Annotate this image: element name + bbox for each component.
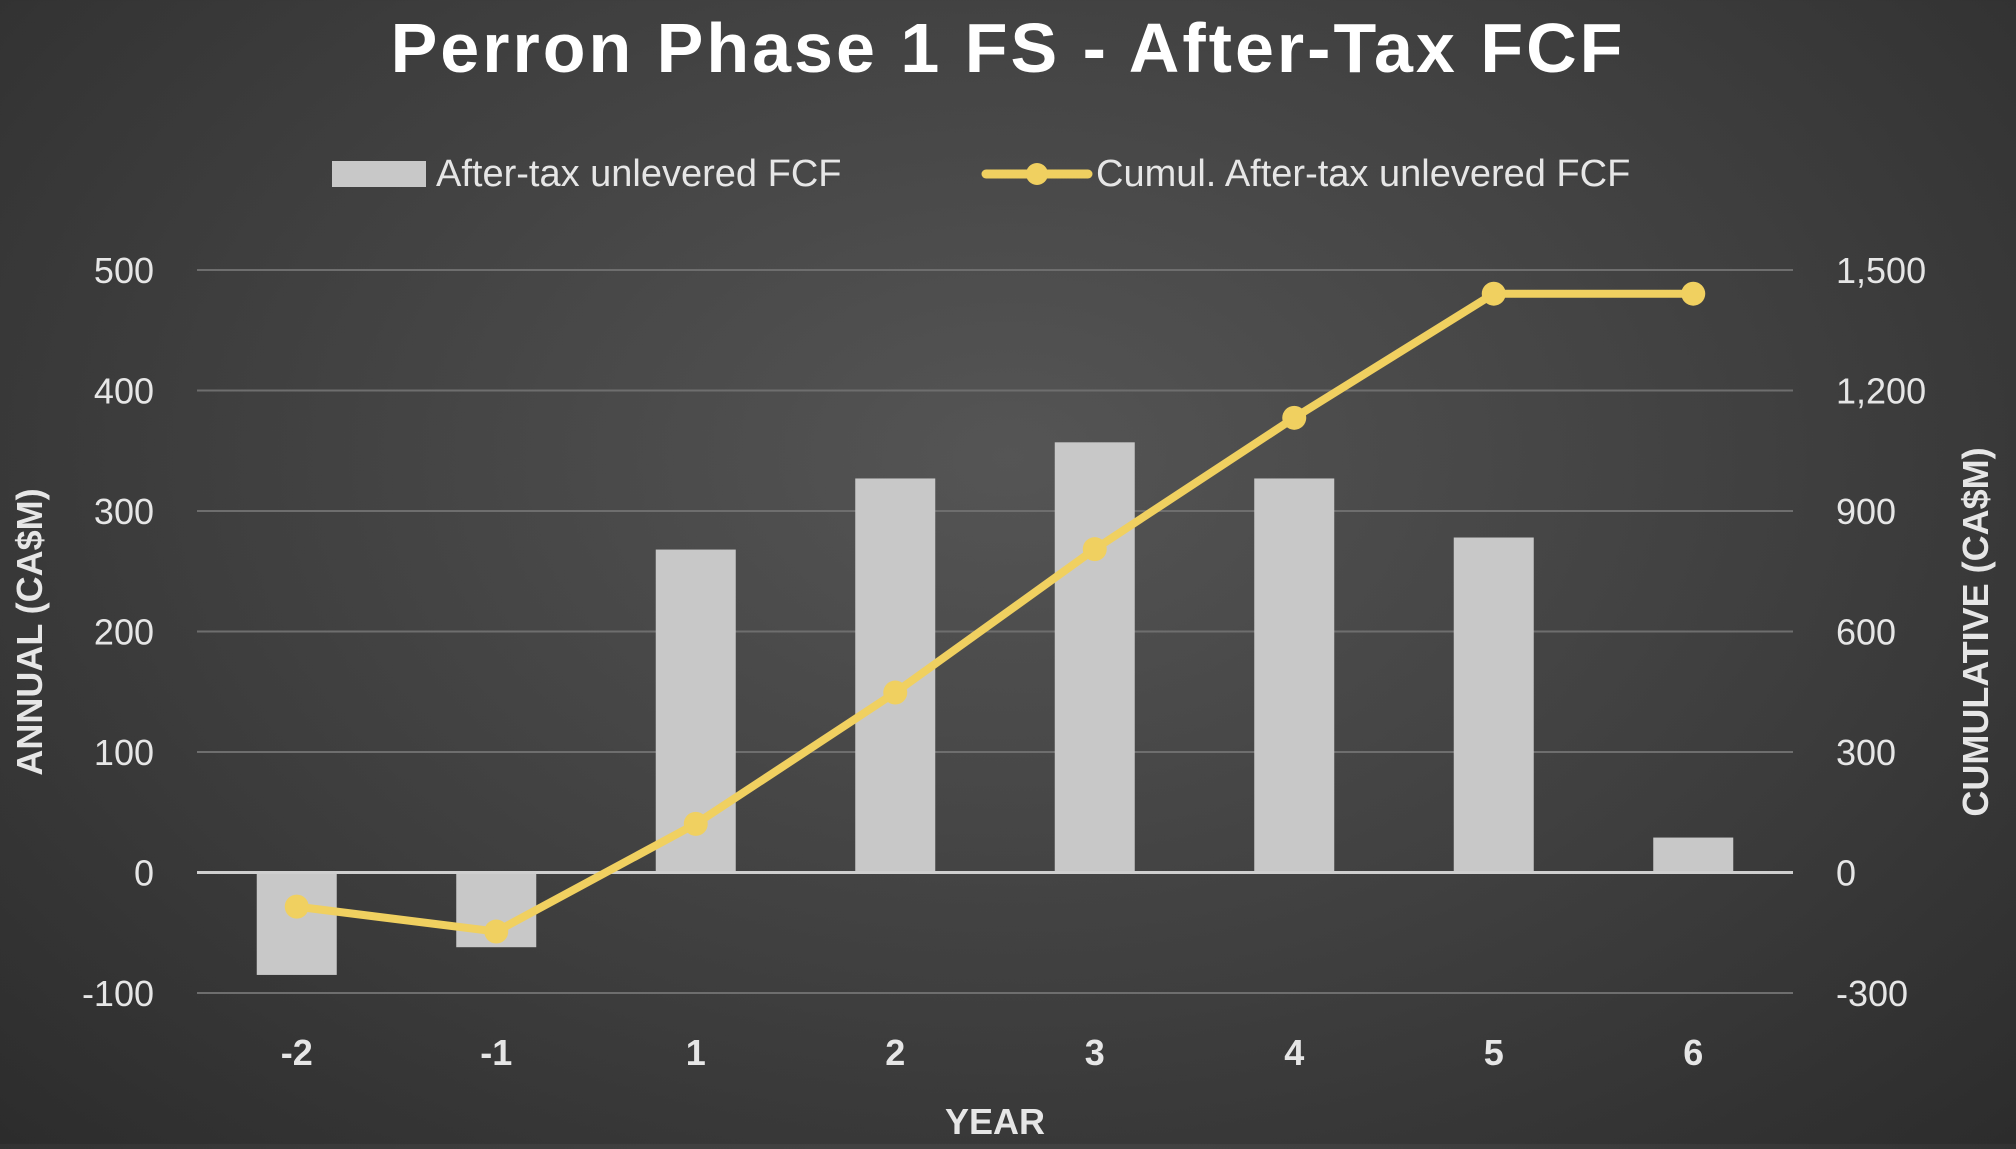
bar-series <box>256 442 1734 975</box>
y-tick-label: 300 <box>94 491 154 532</box>
legend-line-label: Cumul. After-tax unlevered FCF <box>1096 153 1630 195</box>
line-point <box>1481 281 1506 306</box>
line-point <box>883 680 908 705</box>
chart-title: Perron Phase 1 FS - After-Tax FCF <box>391 9 1626 87</box>
x-tick-label: 5 <box>1484 1032 1504 1073</box>
y-tick-label: 500 <box>94 250 154 291</box>
x-axis-ticks: -2 -1 1 2 3 4 5 6 <box>281 1032 1704 1073</box>
gridlines <box>197 269 1793 994</box>
legend-line-marker <box>1026 163 1048 185</box>
x-tick-label: 6 <box>1683 1032 1703 1073</box>
y2-tick-label: 0 <box>1836 853 1856 894</box>
y2-tick-label: 900 <box>1836 491 1896 532</box>
x-tick-label: -1 <box>480 1032 512 1073</box>
y-tick-label: 400 <box>94 371 154 412</box>
y-tick-label: 200 <box>94 612 154 653</box>
y-tick-label: 0 <box>134 853 154 894</box>
y-tick-label: 100 <box>94 732 154 773</box>
y2-axis-title: CUMULATIVE (CA$M) <box>1955 447 1996 816</box>
line-point <box>683 811 708 836</box>
y2-tick-label: 1,500 <box>1836 250 1926 291</box>
x-tick-label: 4 <box>1284 1032 1304 1073</box>
legend-bar-swatch <box>332 161 426 187</box>
y-axis-ticks: -100 0 100 200 300 400 500 <box>82 250 154 1014</box>
x-tick-label: 3 <box>1085 1032 1105 1073</box>
line-series <box>284 281 1706 944</box>
x-tick-label: -2 <box>281 1032 313 1073</box>
bar <box>1254 478 1335 873</box>
bar <box>1453 537 1534 873</box>
x-tick-label: 2 <box>885 1032 905 1073</box>
bar <box>1054 442 1135 873</box>
y2-tick-label: 300 <box>1836 732 1896 773</box>
line-point <box>1282 405 1307 430</box>
line-point <box>1681 281 1706 306</box>
y-axis-title: ANNUAL (CA$M) <box>9 488 50 775</box>
bar <box>256 872 337 975</box>
cumulative-line <box>292 289 1698 936</box>
line-point <box>1082 537 1107 562</box>
y2-tick-label: 1,200 <box>1836 371 1926 412</box>
x-axis-title: YEAR <box>945 1101 1045 1142</box>
line-point <box>284 894 309 919</box>
legend: After-tax unlevered FCF Cumul. After-tax… <box>332 153 1630 195</box>
line-point <box>484 919 509 944</box>
y2-axis-ticks: -300 0 300 600 900 1,200 1,500 <box>1836 250 1926 1014</box>
legend-bar-label: After-tax unlevered FCF <box>436 153 841 195</box>
y2-tick-label: -300 <box>1836 973 1908 1014</box>
x-tick-label: 1 <box>686 1032 706 1073</box>
bar <box>1653 837 1734 873</box>
y-tick-label: -100 <box>82 973 154 1014</box>
y2-tick-label: 600 <box>1836 612 1896 653</box>
